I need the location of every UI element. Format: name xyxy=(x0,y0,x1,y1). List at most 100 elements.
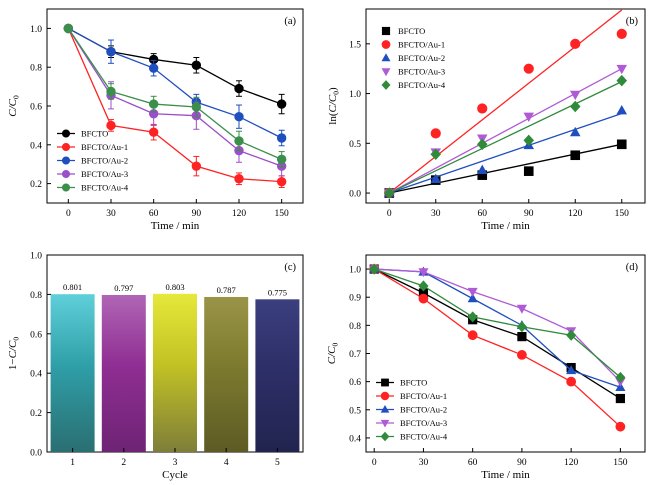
x-tick-label: 120 xyxy=(564,458,579,468)
series-line xyxy=(68,27,282,105)
data-point xyxy=(616,104,628,115)
series-line xyxy=(67,28,282,160)
legend: BFCTO BFCTO/Au-1 BFCTO/Au-2 BFCTO/Au-3 BFCTO… xyxy=(57,129,129,193)
x-tick-label: 90 xyxy=(524,209,534,219)
y-tick-label: 0.8 xyxy=(349,322,361,332)
legend-marker xyxy=(61,142,71,152)
data-point xyxy=(191,102,202,112)
bar xyxy=(101,294,146,452)
data-point xyxy=(569,90,581,101)
data-point xyxy=(430,173,442,183)
fit-line xyxy=(389,143,622,194)
x-tick-label: 5 xyxy=(275,458,280,468)
y-axis-label: C/C0 xyxy=(326,343,340,365)
series-line xyxy=(373,268,621,428)
y-tick-label: 0.0 xyxy=(349,190,361,200)
data-point xyxy=(517,350,527,360)
legend-label: BFCTO xyxy=(81,129,108,139)
data-point xyxy=(467,330,478,341)
data-point xyxy=(383,187,395,199)
legend-label: BFCTO/Au-1 xyxy=(81,142,128,152)
data-point xyxy=(477,103,488,114)
data-point xyxy=(276,133,287,143)
data-point xyxy=(418,288,429,298)
data-point xyxy=(234,174,244,184)
y-tick-label: 0.6 xyxy=(30,103,42,113)
y-tick-label: 1.0 xyxy=(349,90,361,100)
legend-label: BFCTO/Au-2 xyxy=(81,156,128,166)
series-bfcto-au-2 xyxy=(369,263,626,391)
series-line xyxy=(67,28,282,183)
data-point xyxy=(418,280,429,292)
series-line xyxy=(374,268,621,383)
x-tick-label: 30 xyxy=(431,209,441,219)
series-bfcto-au-4 xyxy=(383,74,628,199)
legend-label: BFCTO/Au-4 xyxy=(81,183,129,193)
x-tick-label: 0 xyxy=(387,209,392,219)
fit-line xyxy=(388,81,623,194)
x-tick-label: 0 xyxy=(66,209,71,219)
legend: BFCTO BFCTO/Au-1 BFCTO/Au-2 BFCTO/Au-3 BFCTO… xyxy=(381,26,446,90)
panel-d: 0 30 60 90 120 150 0.4 0.5 0.6 0.7 0.8 0.9 1.0 Time /… xyxy=(326,254,646,481)
series-line xyxy=(68,27,282,139)
y-tick-label: 0.9 xyxy=(349,294,361,304)
x-tick-label: 90 xyxy=(517,458,527,468)
data-point xyxy=(467,287,478,297)
legend-label: BFCTO/Au-3 xyxy=(400,418,447,428)
series-bfcto-au-3 xyxy=(63,23,287,177)
data-point xyxy=(616,28,627,39)
series-bfcto-au-1 xyxy=(384,9,627,199)
legend-marker xyxy=(380,405,390,413)
data-point xyxy=(106,46,116,57)
data-point xyxy=(566,365,577,375)
data-point xyxy=(476,164,488,175)
legend-marker xyxy=(381,53,391,62)
legend-marker xyxy=(381,68,391,77)
legend-marker xyxy=(61,156,71,165)
data-point xyxy=(106,86,116,97)
data-point xyxy=(63,23,74,34)
legend-marker xyxy=(381,378,389,387)
y-tick-label: 0.2 xyxy=(30,180,42,190)
data-point xyxy=(615,371,626,383)
x-tick-label: 30 xyxy=(106,209,116,219)
data-point xyxy=(616,139,627,150)
legend-marker xyxy=(380,431,390,442)
y-tick-label: 0.4 xyxy=(349,434,361,444)
legend-label: BFCTO/Au-3 xyxy=(81,169,128,179)
fit-line xyxy=(389,112,622,194)
panel-b: 0 30 60 90 120 150 0.0 0.5 1.0 1.5 Time / min ln(C/… xyxy=(327,8,646,232)
data-point xyxy=(616,74,628,87)
x-tick-label: 150 xyxy=(615,209,630,219)
y-tick-label: 0.8 xyxy=(30,291,42,301)
data-point xyxy=(570,150,581,161)
y-axis-label: 1−C/C0 xyxy=(7,337,21,370)
x-tick-label: 0 xyxy=(372,458,377,468)
y-tick-label: 0.4 xyxy=(30,370,42,380)
legend-marker xyxy=(380,419,390,428)
y-tick-label: 0.6 xyxy=(30,330,42,340)
x-tick-label: 4 xyxy=(224,458,229,468)
legend-label: BFCTO xyxy=(398,26,425,36)
data-point xyxy=(570,38,581,49)
legend-label: BFCTO/Au-1 xyxy=(400,391,447,401)
x-tick-label: 60 xyxy=(478,209,488,219)
legend-marker xyxy=(61,129,71,138)
series-bfcto-au-2 xyxy=(63,23,287,147)
panel-label: (b) xyxy=(626,16,639,27)
data-point xyxy=(477,170,488,180)
data-point xyxy=(566,329,577,341)
data-point xyxy=(418,268,429,278)
bar xyxy=(50,294,95,452)
legend-marker xyxy=(380,391,390,401)
data-point xyxy=(369,263,380,275)
y-axis-label: C/C0 xyxy=(7,95,21,117)
y-tick-label: 1.0 xyxy=(349,266,361,276)
legend-marker xyxy=(381,80,391,90)
data-point xyxy=(523,134,535,147)
series-line xyxy=(373,268,621,378)
data-point xyxy=(615,393,625,404)
y-tick-label: 1.0 xyxy=(30,252,42,262)
x-tick-label: 150 xyxy=(613,458,628,468)
